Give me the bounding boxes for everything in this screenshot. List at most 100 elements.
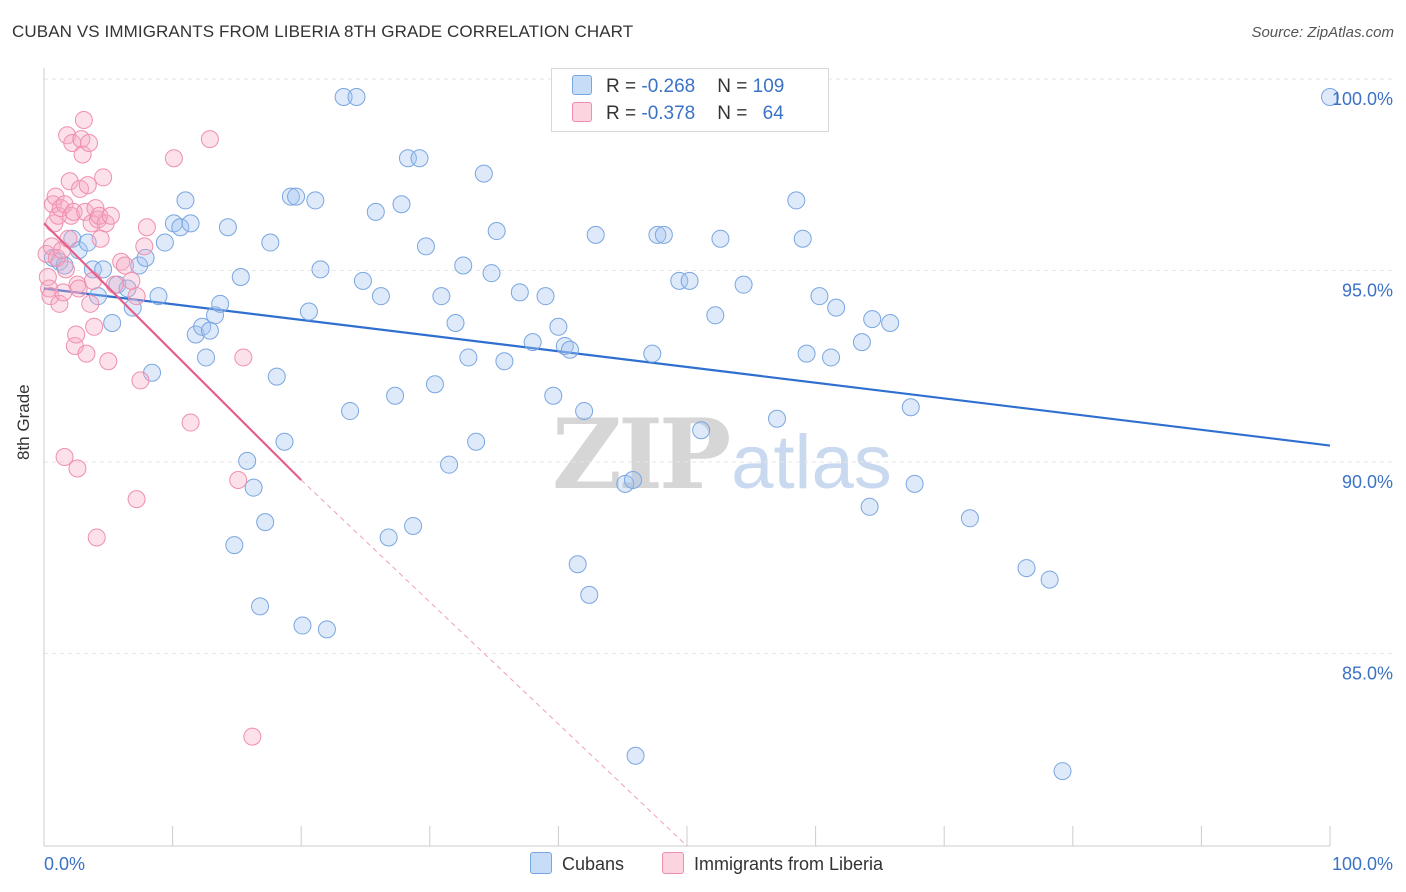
point-cubans bbox=[549, 317, 568, 336]
point-cubans bbox=[1040, 570, 1059, 589]
point-cubans bbox=[482, 264, 501, 283]
point-cubans bbox=[680, 271, 699, 290]
point-cubans bbox=[123, 298, 142, 317]
point-liberia bbox=[60, 172, 79, 191]
point-liberia bbox=[127, 490, 146, 509]
point-liberia bbox=[80, 133, 99, 152]
point-liberia bbox=[56, 260, 75, 279]
y-tick-label: 90.0% bbox=[1342, 472, 1393, 492]
y-tick-label: 100.0% bbox=[1332, 89, 1393, 109]
point-cubans bbox=[768, 409, 787, 428]
legend-r-label: R = bbox=[606, 103, 642, 124]
point-cubans bbox=[510, 283, 529, 302]
point-liberia bbox=[78, 176, 97, 195]
point-cubans bbox=[797, 344, 816, 363]
point-cubans bbox=[446, 313, 465, 332]
point-cubans bbox=[905, 474, 924, 493]
point-cubans bbox=[787, 191, 806, 210]
point-liberia bbox=[234, 348, 253, 367]
point-cubans bbox=[299, 302, 318, 321]
point-cubans bbox=[200, 321, 219, 340]
point-liberia bbox=[105, 275, 124, 294]
point-cubans bbox=[211, 294, 230, 313]
point-cubans bbox=[822, 348, 841, 367]
point-cubans bbox=[495, 352, 514, 371]
point-cubans bbox=[238, 451, 257, 470]
point-cubans bbox=[392, 195, 411, 214]
point-cubans bbox=[206, 306, 225, 325]
point-cubans bbox=[186, 325, 205, 344]
point-liberia bbox=[83, 271, 102, 290]
legend-item-cubans[interactable]: Cubans bbox=[530, 852, 624, 875]
point-cubans bbox=[130, 256, 149, 275]
x-tick-label: 0.0% bbox=[44, 854, 85, 874]
point-cubans bbox=[734, 275, 753, 294]
legend-r-label: R = bbox=[606, 76, 642, 97]
point-liberia bbox=[46, 187, 65, 206]
point-cubans bbox=[852, 333, 871, 352]
point-cubans bbox=[171, 218, 190, 237]
point-liberia bbox=[55, 195, 74, 214]
point-liberia bbox=[73, 145, 92, 164]
legend-swatch-cubans bbox=[572, 75, 592, 95]
point-cubans bbox=[1053, 762, 1072, 781]
point-cubans bbox=[386, 386, 405, 405]
point-cubans bbox=[404, 516, 423, 535]
point-cubans bbox=[218, 218, 237, 237]
point-cubans bbox=[523, 333, 542, 352]
point-cubans bbox=[586, 225, 605, 244]
point-cubans bbox=[793, 229, 812, 248]
point-cubans bbox=[347, 88, 366, 106]
point-cubans bbox=[267, 367, 286, 386]
point-cubans bbox=[275, 432, 294, 451]
point-liberia bbox=[54, 283, 73, 302]
tick-labels: 85.0% 90.0% 95.0% 100.0% 0.0% 100.0% bbox=[44, 89, 1393, 874]
point-cubans bbox=[536, 287, 555, 306]
point-liberia bbox=[38, 268, 57, 287]
point-liberia bbox=[91, 229, 110, 248]
point-cubans bbox=[623, 471, 642, 489]
point-cubans bbox=[287, 187, 306, 206]
point-cubans bbox=[487, 222, 506, 241]
trendline-cubans bbox=[43, 287, 1331, 447]
legend-r-value: -0.378 bbox=[641, 103, 696, 124]
point-cubans bbox=[293, 616, 312, 635]
point-liberia bbox=[74, 110, 93, 129]
point-cubans bbox=[256, 513, 275, 532]
point-cubans bbox=[706, 306, 725, 325]
point-liberia bbox=[200, 130, 219, 149]
y-tick-label: 95.0% bbox=[1342, 281, 1393, 301]
legend-row-liberia: R = -0.378 N = 64 bbox=[572, 102, 784, 128]
point-cubans bbox=[197, 348, 216, 367]
point-cubans bbox=[334, 88, 353, 106]
point-cubans bbox=[366, 202, 385, 221]
trendline-liberia-line bbox=[43, 222, 302, 481]
point-liberia bbox=[42, 237, 61, 256]
trendline-liberia-extension bbox=[300, 479, 688, 847]
point-cubans bbox=[353, 271, 372, 290]
point-cubans bbox=[827, 298, 846, 317]
point-cubans bbox=[136, 248, 155, 267]
point-cubans bbox=[410, 149, 429, 168]
point-liberia bbox=[99, 352, 118, 371]
legend-item-liberia[interactable]: Immigrants from Liberia bbox=[662, 852, 883, 875]
point-cubans bbox=[251, 597, 270, 616]
point-cubans bbox=[416, 237, 435, 256]
point-cubans bbox=[863, 310, 882, 329]
point-cubans bbox=[63, 229, 82, 248]
point-liberia bbox=[69, 279, 88, 298]
point-cubans bbox=[432, 287, 451, 306]
point-cubans bbox=[648, 225, 667, 244]
legend-n-label: N = bbox=[717, 76, 753, 97]
point-cubans bbox=[149, 287, 168, 306]
point-cubans bbox=[454, 256, 473, 275]
point-cubans bbox=[860, 497, 879, 516]
point-cubans bbox=[1017, 559, 1036, 578]
x-tick-label: 100.0% bbox=[1332, 854, 1393, 874]
point-liberia bbox=[68, 459, 87, 478]
point-cubans bbox=[901, 398, 920, 417]
point-liberia bbox=[94, 168, 113, 187]
point-liberia bbox=[243, 727, 262, 746]
point-cubans bbox=[544, 386, 563, 405]
